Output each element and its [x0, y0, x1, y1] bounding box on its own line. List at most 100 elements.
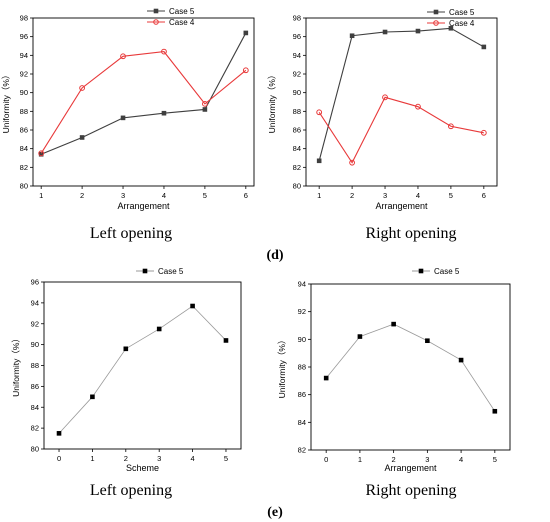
y-tick-label: 84	[20, 144, 28, 153]
x-tick-label: 3	[425, 455, 429, 464]
data-point	[120, 115, 126, 121]
x-tick-label: 3	[121, 191, 125, 200]
chart-d-right: 80 82 84 86 88 90 92 94 96 98 1 2 3 4 5 6 Arrangement Uni…	[267, 8, 498, 211]
y-tick-label: 92	[20, 70, 28, 79]
series-line-case4	[40, 51, 247, 154]
x-tick-label: 5	[493, 455, 497, 464]
y-tick-label: 92	[293, 70, 301, 79]
y-tick-label: 80	[31, 445, 39, 454]
y-tick-label: 98	[20, 14, 28, 23]
data-point	[323, 375, 329, 381]
legend-label: Case 5	[158, 267, 184, 276]
y-tick-label: 80	[20, 182, 28, 191]
x-tick-label: 3	[157, 454, 161, 463]
x-tick-label: 5	[203, 191, 207, 200]
data-point	[156, 326, 162, 332]
data-point	[90, 394, 95, 400]
data-point	[120, 53, 126, 60]
y-tick-label: 98	[293, 14, 301, 23]
plot-frame	[43, 281, 242, 450]
y-tick-label: 88	[20, 107, 28, 116]
legend-marker	[142, 268, 148, 274]
plot-frame	[310, 283, 511, 451]
y-tick-label: 96	[293, 32, 301, 41]
data-point	[391, 321, 396, 327]
x-tick-label: 1	[90, 454, 94, 463]
data-point	[349, 33, 355, 39]
y-tick-label: 92	[31, 319, 39, 328]
data-point	[202, 107, 208, 112]
x-axis-title: Arrangement	[375, 201, 428, 211]
y-tick-label: 94	[31, 298, 39, 307]
data-point	[481, 44, 487, 50]
data-point	[458, 357, 464, 363]
data-point	[415, 28, 421, 34]
legend-marker	[418, 268, 424, 274]
x-tick-label: 0	[324, 455, 328, 464]
chart-e-right: 82 84 86 88 90 92 94 0 1 2 3 4 5 Arrangement Uniformit…	[277, 267, 511, 473]
data-point	[243, 30, 249, 36]
x-tick-label: 2	[80, 191, 84, 200]
data-point	[382, 29, 388, 35]
series-line-case5	[58, 305, 227, 434]
data-point	[316, 109, 323, 116]
y-axis-title: Uniformity（%）	[1, 71, 11, 134]
chart-e-left: 80 82 84 86 88 90 92 94 96 0 1 2 3 4 5 Scheme Uniformity…	[11, 267, 242, 473]
plot-frame	[305, 17, 498, 187]
x-axis-title: Arrangement	[117, 201, 170, 211]
x-tick-label: 1	[39, 191, 43, 200]
x-tick-label: 0	[57, 454, 61, 463]
series-line-case5	[325, 323, 496, 412]
panel-label-e: (e)	[267, 505, 283, 520]
data-point	[242, 67, 249, 74]
y-tick-label: 94	[293, 51, 301, 60]
data-point	[316, 158, 322, 164]
series-line-case4	[318, 96, 484, 164]
y-axis-title: Uniformity（%）	[277, 336, 287, 399]
x-tick-label: 4	[416, 191, 420, 200]
data-point	[123, 346, 129, 352]
y-axis-title: Uniformity（%）	[267, 71, 277, 134]
legend-marker	[153, 8, 159, 14]
plot-frame	[32, 17, 255, 187]
legend-marker	[433, 20, 439, 26]
y-tick-label: 86	[298, 390, 306, 399]
y-tick-label: 86	[31, 382, 39, 391]
panel-label-d: (d)	[266, 248, 283, 263]
chart-d-left: 80 82 84 86 88 90 92 94 96 98 1 2 3 4 5 6 Arrangement Uni…	[1, 7, 255, 211]
legend-label: Case 5	[449, 8, 475, 17]
x-axis-title: Scheme	[126, 463, 159, 473]
data-point	[56, 431, 62, 436]
data-point	[79, 85, 86, 91]
y-tick-label: 94	[298, 280, 306, 289]
caption-bottom-left: Left opening	[90, 482, 172, 499]
data-point	[492, 408, 498, 414]
data-point	[415, 103, 421, 110]
x-tick-label: 5	[449, 191, 453, 200]
caption-top-left: Left opening	[90, 225, 172, 242]
x-tick-label: 1	[317, 191, 321, 200]
y-tick-label: 84	[293, 144, 301, 153]
y-tick-label: 84	[31, 403, 39, 412]
legend-label: Case 4	[449, 19, 475, 28]
data-point	[382, 94, 388, 101]
data-point	[79, 135, 85, 140]
y-tick-label: 82	[31, 424, 39, 433]
data-point	[201, 100, 208, 107]
data-point	[357, 334, 363, 339]
y-axis-title: Uniformity（%）	[11, 334, 21, 397]
data-point	[38, 151, 44, 157]
x-tick-label: 1	[358, 455, 362, 464]
x-tick-label: 3	[383, 191, 387, 200]
y-tick-label: 82	[293, 163, 301, 172]
data-point	[161, 110, 167, 116]
y-tick-label: 86	[293, 126, 301, 135]
data-point	[480, 129, 487, 136]
y-tick-label: 84	[298, 418, 306, 427]
data-point	[223, 338, 229, 343]
y-tick-label: 92	[298, 307, 306, 316]
data-point	[161, 48, 167, 55]
y-tick-label: 88	[293, 107, 301, 116]
y-tick-label: 86	[20, 126, 28, 135]
